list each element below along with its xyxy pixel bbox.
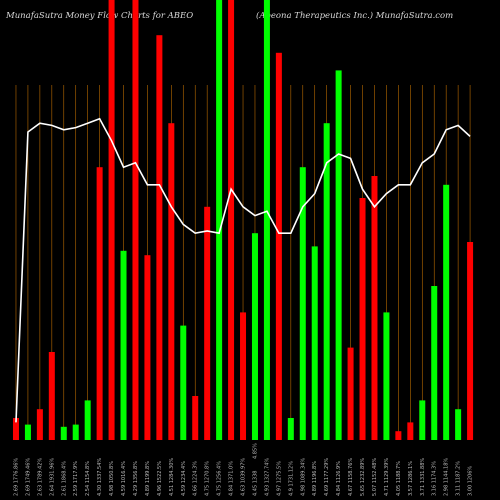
bar-up [311,246,318,440]
x-tick-label: 3.16 1174.3% [432,461,438,496]
bar-down [48,352,55,440]
bar-down [228,0,235,440]
bar-up [263,0,270,440]
x-tick-label: 4.84 1126.9% [336,461,342,496]
bar-down [407,422,414,440]
bar-down [192,396,199,440]
x-tick-label: 4.51 1284.30% [169,458,175,496]
x-tick-label: 4.93 1327.74% [264,458,270,496]
bar-down [347,347,354,440]
x-tick-label: 4.97 1275.5% [276,461,282,496]
bar-up [84,400,91,440]
x-tick-label: 4.69 1177.29% [324,458,330,496]
bar-up [383,312,390,440]
x-tick-label: 4.98 1089.34% [300,458,306,496]
bar-down [144,255,151,440]
bar-up [120,250,127,440]
x-tick-label: 4.29 1356.8% [133,461,139,496]
bar-down [467,242,474,440]
x-tick-label: 4.71 1129.39% [384,458,390,496]
bar-down [108,0,115,440]
bar-up [287,418,294,440]
x-tick-label: 5.07 1152.48% [372,458,378,496]
bar-up [455,409,462,440]
line-layer [15,117,471,423]
x-tick-label: 4.75 1256.4% [217,461,223,496]
x-tick-label: 4.75 1270.8% [205,461,211,496]
bar-up [299,167,306,440]
x-tick-label: 4.45 1338 [252,471,258,496]
x-tick-label: 4.96 1522.5% [157,461,163,496]
x-tick-label: 2.59 1717.9% [73,461,79,496]
bar-down [132,0,139,440]
x-tick-label: 4.05 1188.7% [396,461,402,496]
x-tick-label: 3.11 1187.2% [456,461,462,496]
x-tick-label: 4.59 1016.4% [121,461,127,496]
bar-up [251,233,258,440]
bar-up [24,424,31,440]
bar-down [395,431,402,440]
x-tick-label: 4.98 1050.8% [109,461,115,496]
x-tick-label: 4.66 1224.3% [193,461,199,496]
x-tick-label: 2.98 1144.18% [444,458,450,496]
x-tick-label: 4.89 1199.8% [145,461,151,496]
bar-up [443,184,450,440]
money-flow-line [15,117,471,423]
bar-up [216,0,223,440]
bar-up [60,426,67,440]
chart-title-left: MunafaSutra Money Flow Charts for ABEO [6,11,194,21]
bar-up [323,123,330,440]
bar-up [419,400,426,440]
x-tick-label: 4.67 1158.76% [348,458,354,496]
x-tick-label: 3.00 1206% [468,466,474,496]
x-tick-label: 3.71 1331.88% [420,458,426,496]
x-tick-label: 4.84 1371.0% [229,461,235,496]
bar-down [156,35,163,440]
x-tick-label: 4.30 1337.54% [97,458,103,496]
bar-down [12,418,19,440]
annotation-label: 4.85% [252,443,258,459]
bar-up [180,325,187,440]
bar-down [371,176,378,440]
bar-down [240,312,247,440]
x-axis-labels: 2.69 1776.86% 2.69 1749.46% 2.63 1789.42% 2… [13,458,473,496]
x-tick-label: 2.64 1931.96% [49,458,55,496]
x-tick-label: 2.69 1776.86% [13,458,19,496]
bar-up [431,286,438,440]
bar-down [359,198,366,440]
bar-up [72,424,79,440]
bar-down [36,409,43,440]
x-tick-label: 2.54 1154.8% [85,461,91,496]
x-tick-label: 4.59 1234.4% [181,461,187,496]
annotations-layer: 4.85% [252,443,258,459]
bar-down [204,206,211,440]
x-tick-label: 5.65 1232.89% [360,458,366,496]
bar-down [275,52,282,441]
x-tick-label: 4.89 1196.8% [312,461,318,496]
bar-down [96,167,103,440]
x-tick-label: 2.61 1868.4% [61,461,67,496]
bars-layer [12,0,474,441]
x-tick-label: 3.57 1286.1% [408,461,414,496]
x-tick-label: 4.9 1731.12% [288,461,294,496]
x-tick-label: 4.63 1039.97% [241,458,247,496]
x-tick-label: 2.63 1789.42% [37,458,43,496]
bar-down [168,123,175,440]
x-tick-label: 2.69 1749.46% [25,458,31,496]
chart-title-right: (Abeona Therapeutics Inc.) MunafaSutra.c… [256,11,454,21]
bar-up [335,70,342,441]
